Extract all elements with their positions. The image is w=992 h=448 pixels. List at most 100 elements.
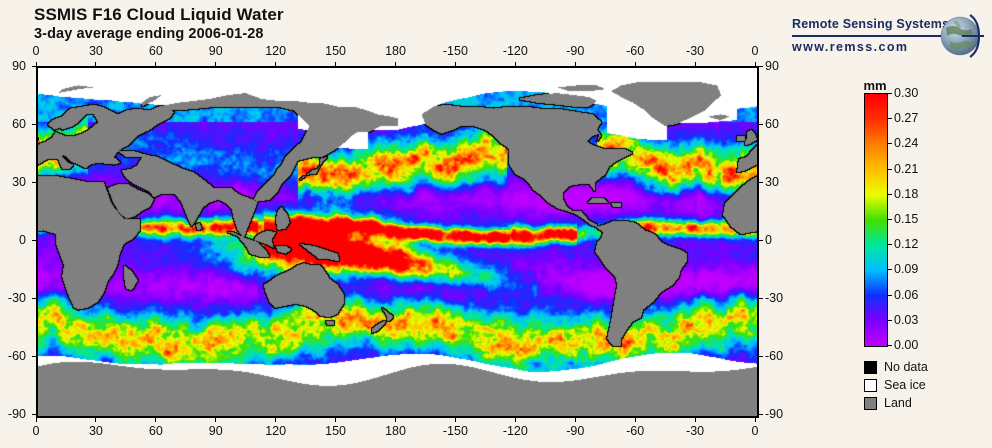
y-axis-tick-label: 90 — [12, 59, 26, 73]
legend-item: No data — [864, 358, 928, 376]
x-tick-mark — [335, 417, 337, 422]
x-tick-mark — [275, 62, 277, 67]
colorbar-gradient — [865, 94, 887, 346]
colorbar-tick-mark — [887, 345, 892, 346]
x-tick-mark — [395, 417, 396, 422]
x-axis-tick-label: 0 — [751, 44, 759, 58]
x-tick-mark — [574, 417, 576, 422]
colorbar-tick-label: 0.00 — [894, 338, 919, 352]
y-tick-mark — [32, 123, 37, 125]
logo-company-name: Remote Sensing Systems — [792, 17, 950, 31]
colorbar-tick-label: 0.27 — [894, 111, 919, 126]
colorbar[interactable] — [864, 93, 888, 347]
y-tick-mark — [758, 123, 763, 125]
x-tick-mark — [634, 62, 636, 67]
x-tick-mark — [754, 62, 756, 67]
colorbar-tick-mark — [887, 168, 892, 170]
x-axis-tick-label: 90 — [208, 44, 223, 58]
legend-item: Land — [864, 394, 928, 412]
colorbar-tick-mark — [887, 193, 892, 195]
y-tick-mark — [32, 65, 37, 67]
colorbar-tick-mark — [887, 219, 892, 220]
page-title: SSMIS F16 Cloud Liquid Water — [34, 5, 284, 24]
x-axis-tick-label: 180 — [385, 44, 406, 58]
x-tick-mark — [95, 417, 97, 422]
x-tick-mark — [754, 417, 756, 422]
y-axis-tick-label: -30 — [7, 291, 26, 305]
x-tick-mark — [155, 62, 157, 67]
y-tick-mark — [758, 297, 763, 299]
x-axis-tick-label: -150 — [442, 424, 468, 438]
colorbar-tick-label: 0.12 — [894, 237, 919, 252]
x-axis-tick-label: 150 — [325, 424, 347, 438]
y-axis-tick-label: -90 — [7, 407, 26, 421]
x-axis-tick-label: 180 — [385, 424, 406, 438]
x-tick-mark — [514, 417, 516, 422]
colorbar-tick-label: 0.18 — [894, 186, 919, 201]
y-axis-tick-label: 60 — [12, 117, 26, 131]
y-axis-tick-label: 0 — [765, 233, 772, 247]
y-axis-tick-label: 60 — [765, 117, 779, 131]
legend-swatch — [864, 360, 877, 374]
map-plot-area[interactable] — [36, 66, 759, 418]
y-tick-mark — [758, 355, 763, 357]
remss-logo[interactable]: Remote Sensing Systems www.remss.com — [792, 12, 988, 64]
colorbar-tick-mark — [887, 118, 892, 120]
map-legend: No data Sea ice Land — [864, 358, 928, 412]
x-axis-tick-label: 150 — [325, 44, 347, 58]
x-axis-tick-label: -90 — [566, 424, 585, 438]
page-subtitle: 3-day average ending 2006-01-28 — [34, 26, 264, 42]
legend-label: Land — [884, 396, 912, 410]
y-axis-tick-label: 30 — [12, 175, 26, 189]
x-axis-tick-label: 0 — [32, 424, 40, 438]
x-axis-tick-label: 0 — [751, 424, 759, 438]
legend-swatch — [864, 378, 877, 392]
y-axis-tick-label: -90 — [765, 407, 784, 421]
y-axis-tick-label: -60 — [7, 349, 26, 363]
y-tick-mark — [32, 413, 37, 415]
colorbar-tick-label: 0.09 — [894, 262, 919, 277]
x-axis-tick-label: -120 — [502, 424, 528, 438]
colorbar-unit-label: mm — [863, 78, 887, 93]
legend-item: Sea ice — [864, 376, 928, 394]
x-tick-mark — [454, 417, 456, 422]
x-axis-tick-label: -60 — [626, 44, 645, 58]
legend-label: No data — [884, 360, 928, 374]
colorbar-tick-mark — [887, 294, 892, 296]
x-axis-tick-label: 90 — [208, 424, 223, 438]
colorbar-tick-label: 0.03 — [894, 312, 919, 327]
colorbar-tick-mark — [887, 244, 892, 246]
colorbar-tick-label: 0.06 — [894, 287, 919, 302]
x-tick-mark — [275, 417, 277, 422]
x-tick-mark — [514, 62, 516, 67]
x-tick-mark — [694, 62, 696, 67]
colorbar-tick-label: 0.15 — [894, 212, 919, 226]
legend-swatch — [864, 396, 877, 410]
x-axis-tick-label: 30 — [88, 424, 103, 438]
logo-website-url: www.remss.com — [792, 40, 909, 54]
legend-label: Sea ice — [884, 378, 926, 392]
x-tick-mark — [35, 62, 37, 67]
colorbar-tick-label: 0.24 — [894, 136, 919, 151]
y-tick-mark — [758, 239, 763, 241]
x-axis-tick-label: -60 — [626, 424, 645, 438]
x-axis-tick-label: 120 — [265, 424, 287, 438]
y-tick-mark — [32, 239, 37, 241]
x-axis-tick-label: 120 — [265, 44, 287, 58]
x-tick-mark — [215, 62, 217, 67]
title-block: SSMIS F16 Cloud Liquid Water 3-day avera… — [34, 4, 284, 44]
y-tick-mark — [32, 181, 37, 183]
x-axis-tick-label: -30 — [686, 424, 705, 438]
colorbar-tick-label: 0.30 — [894, 86, 919, 100]
x-tick-mark — [155, 417, 157, 422]
y-tick-mark — [32, 355, 37, 357]
x-tick-mark — [215, 417, 217, 422]
y-axis-tick-label: 90 — [765, 59, 779, 73]
x-tick-mark — [35, 417, 37, 422]
y-axis-tick-label: 30 — [765, 175, 779, 189]
x-axis-tick-label: -150 — [442, 44, 468, 58]
x-axis-tick-label: -90 — [566, 44, 585, 58]
globe-icon — [940, 14, 984, 58]
colorbar-tick-label: 0.21 — [894, 161, 919, 176]
y-axis-tick-label: -60 — [765, 349, 784, 363]
